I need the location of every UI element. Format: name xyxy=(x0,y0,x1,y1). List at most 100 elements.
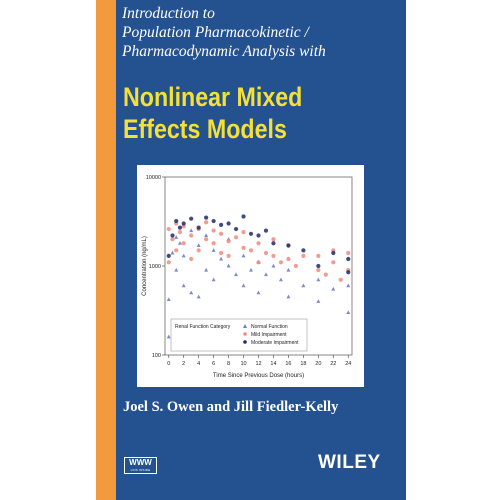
legend-marker-1 xyxy=(243,332,247,336)
point-s1-20 xyxy=(233,235,239,240)
www-badge-main: WWW xyxy=(129,458,152,467)
point-s0-13 xyxy=(204,267,209,272)
legend-marker-0 xyxy=(243,324,247,328)
point-s1-26 xyxy=(263,250,269,256)
point-s1-35 xyxy=(316,253,321,258)
point-s1-34 xyxy=(316,267,321,273)
point-s0-9 xyxy=(189,290,194,295)
title-line-1: Nonlinear Mixed xyxy=(123,82,303,112)
point-s0-34 xyxy=(346,310,351,315)
x-tick-label-5: 10 xyxy=(240,361,246,367)
point-s2-11 xyxy=(233,226,239,232)
point-s0-27 xyxy=(278,277,283,282)
x-tick-label-11: 22 xyxy=(330,361,336,367)
point-s0-29 xyxy=(286,294,291,299)
point-s0-26 xyxy=(271,263,276,268)
point-s2-19 xyxy=(316,263,321,269)
point-s2-4 xyxy=(181,221,186,226)
point-s1-17 xyxy=(219,231,224,236)
point-s1-12 xyxy=(204,237,209,242)
point-s1-16 xyxy=(219,250,224,256)
point-s2-21 xyxy=(346,270,351,275)
point-s0-8 xyxy=(189,228,194,233)
x-tick-label-1: 2 xyxy=(182,361,185,367)
point-s2-8 xyxy=(211,218,216,224)
point-s1-36 xyxy=(323,272,328,277)
point-s1-2 xyxy=(170,237,175,242)
legend-marker-2 xyxy=(243,340,247,344)
point-s1-22 xyxy=(241,230,246,235)
point-s0-12 xyxy=(204,233,209,238)
point-s2-20 xyxy=(331,250,336,256)
x-tick-label-4: 8 xyxy=(227,361,230,367)
point-s1-1 xyxy=(166,226,171,232)
point-s1-23 xyxy=(248,248,254,253)
point-s1-29 xyxy=(278,260,284,265)
x-tick-label-0: 0 xyxy=(167,361,170,367)
legend-entry-2: Moderate Impairment xyxy=(251,340,299,346)
point-s0-7 xyxy=(181,253,186,258)
point-s1-6 xyxy=(181,241,186,246)
point-s0-17 xyxy=(226,263,231,268)
point-s2-10 xyxy=(226,221,231,226)
point-s2-22 xyxy=(346,256,351,262)
legend-box xyxy=(170,318,308,352)
point-s1-37 xyxy=(331,260,336,265)
point-s0-0 xyxy=(166,334,171,339)
www-badge-sub: LINK INSIDE xyxy=(130,468,151,472)
point-s2-9 xyxy=(219,222,224,227)
point-s0-11 xyxy=(196,294,201,299)
point-s0-19 xyxy=(234,272,239,277)
point-s1-13 xyxy=(204,220,209,225)
point-s1-32 xyxy=(293,263,298,269)
x-tick-label-6: 12 xyxy=(255,361,261,367)
point-s2-7 xyxy=(204,215,209,220)
point-s0-6 xyxy=(181,283,186,288)
orange-spine-strip xyxy=(96,0,116,500)
point-s0-15 xyxy=(211,277,216,282)
y-tick-label-2: 10000 xyxy=(146,175,161,181)
point-s0-2 xyxy=(170,250,175,255)
subtitle-line-3: Pharmacodynamic Analysis with xyxy=(122,43,326,60)
y-tick-label-0: 100 xyxy=(152,353,161,359)
point-s1-0 xyxy=(166,260,171,265)
x-tick-label-8: 16 xyxy=(285,361,291,367)
point-s2-1 xyxy=(170,233,175,238)
book-authors: Joel S. Owen and Jill Fiedler-Kelly xyxy=(123,399,339,415)
point-s1-5 xyxy=(177,230,183,235)
point-s0-30 xyxy=(301,283,306,288)
point-s1-21 xyxy=(241,245,246,250)
point-s1-9 xyxy=(189,256,194,262)
x-tick-label-3: 6 xyxy=(212,361,215,367)
point-s2-14 xyxy=(256,233,261,238)
point-s1-39 xyxy=(338,277,343,282)
www-link-badge: WWW LINK INSIDE xyxy=(124,457,157,474)
point-s1-27 xyxy=(271,253,276,258)
title-line-2: Effects Models xyxy=(123,114,287,144)
point-s0-16 xyxy=(219,256,224,261)
point-s1-41 xyxy=(346,250,351,256)
book-subtitle: Introduction to Population Pharmacokinet… xyxy=(122,4,402,61)
point-s2-17 xyxy=(286,243,291,248)
point-s0-4 xyxy=(174,235,179,239)
point-s2-15 xyxy=(263,228,269,233)
point-s1-18 xyxy=(226,239,231,244)
point-s1-14 xyxy=(211,241,216,246)
point-s0-33 xyxy=(331,286,336,291)
point-s2-2 xyxy=(174,218,179,224)
point-s1-25 xyxy=(256,260,261,265)
point-s0-1 xyxy=(166,297,171,302)
point-s2-16 xyxy=(271,241,276,246)
x-tick-label-7: 14 xyxy=(270,361,276,367)
legend-entry-1: Mild Impairment xyxy=(251,332,287,338)
point-s1-30 xyxy=(286,256,291,262)
legend-entry-0: Normal Function xyxy=(251,324,288,330)
point-s1-24 xyxy=(256,241,261,246)
point-s0-25 xyxy=(263,272,268,277)
x-tick-label-12: 24 xyxy=(345,361,351,367)
point-s1-28 xyxy=(271,237,276,242)
point-s0-20 xyxy=(241,253,246,258)
legend-title: Renal Function Category xyxy=(175,324,231,330)
point-s0-28 xyxy=(286,267,291,272)
x-tick-label-9: 18 xyxy=(300,361,306,367)
